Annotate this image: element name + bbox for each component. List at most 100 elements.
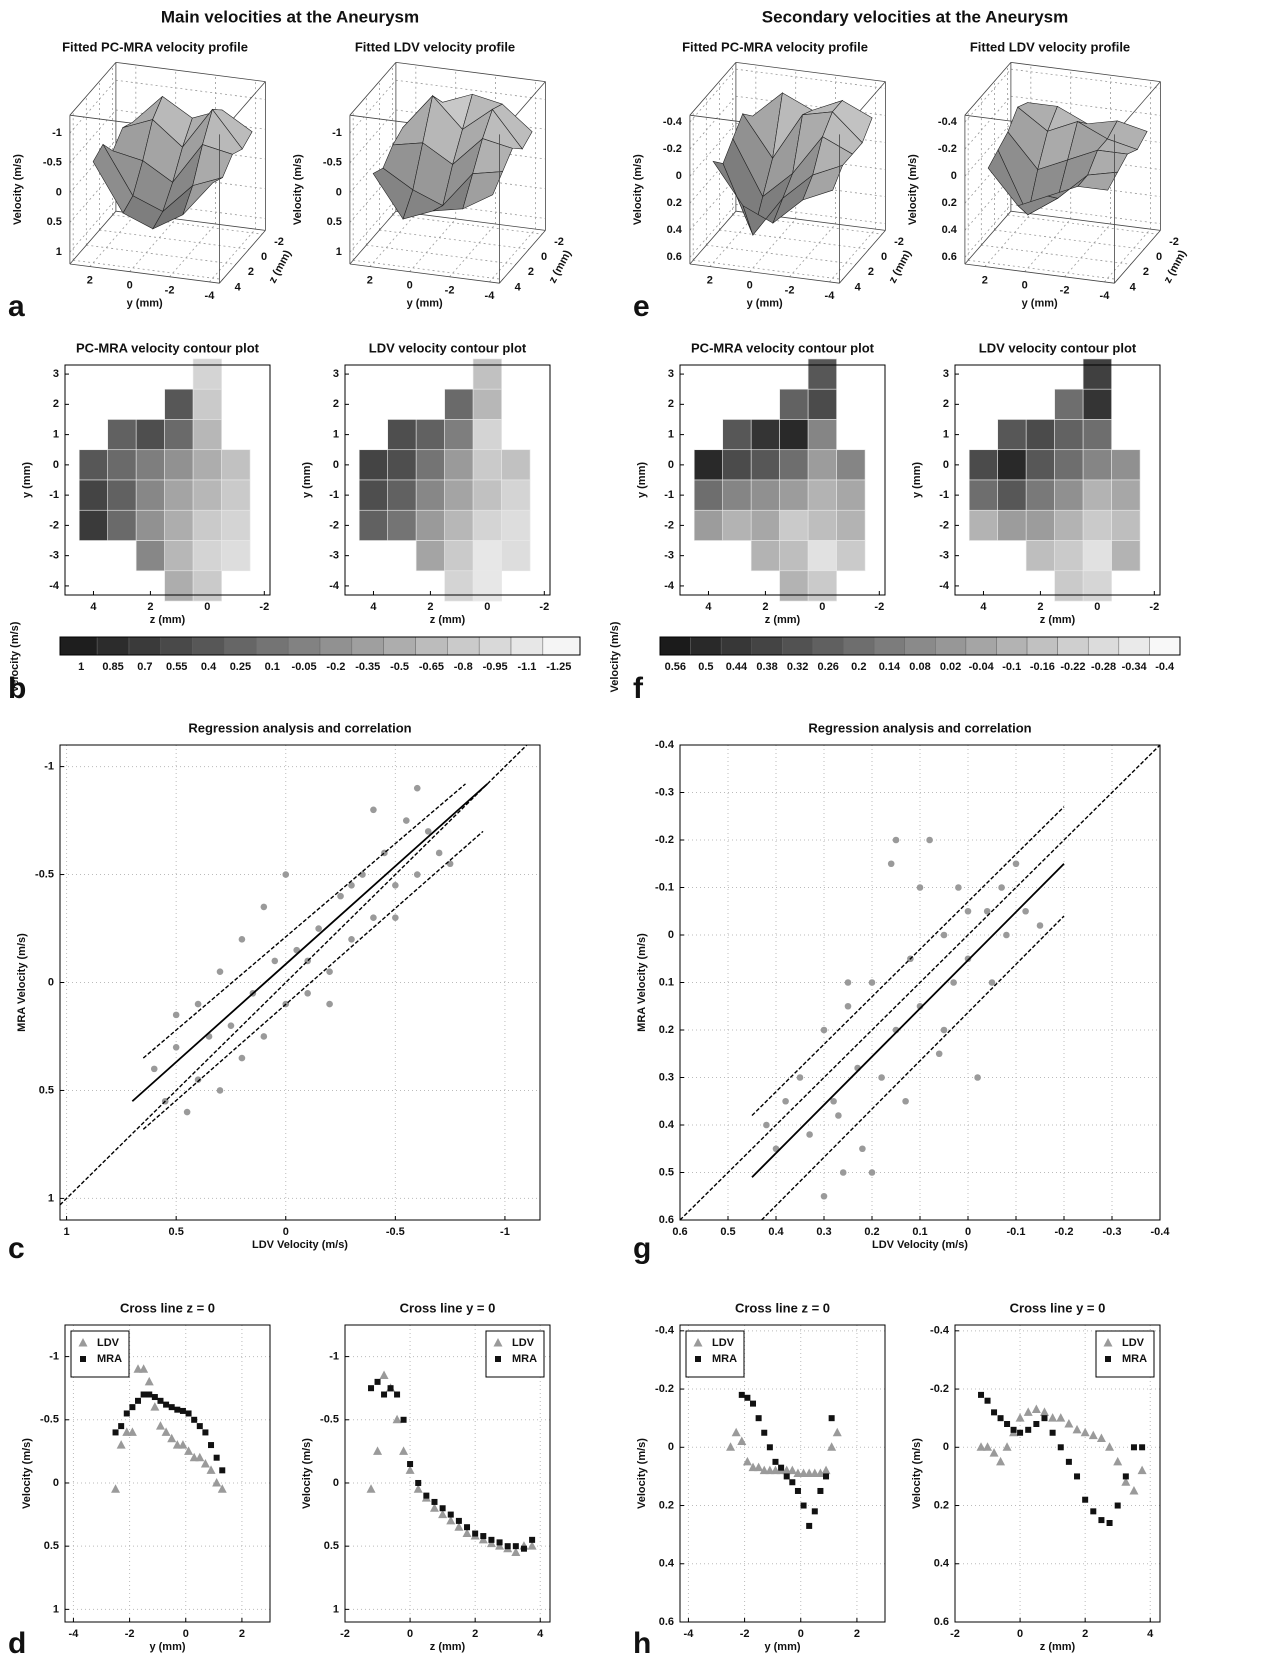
contour-cell <box>472 570 502 602</box>
y-tick-label: 1 <box>333 1603 339 1615</box>
surface-patch <box>182 177 223 215</box>
square-marker <box>464 1524 471 1531</box>
box-edge <box>349 263 500 284</box>
x-tick-label: 0 <box>1017 1628 1023 1640</box>
triangle-marker <box>1002 1442 1012 1451</box>
contour-cell <box>135 479 165 511</box>
grid-line <box>73 259 223 280</box>
panel-label: c <box>8 1232 25 1265</box>
y-tick-label: 0 <box>53 1477 59 1489</box>
y-tick-label: 0 <box>333 459 339 471</box>
x-tick-label: 0.6 <box>672 1226 687 1238</box>
z-tick-label: -1 <box>332 127 342 139</box>
contour-cell <box>192 388 222 420</box>
x-tick-label: -0.4 <box>1151 1226 1171 1238</box>
z-tick-label: 0 <box>336 186 342 198</box>
triangle-marker <box>495 1541 505 1550</box>
grid-line <box>349 109 397 164</box>
point <box>782 1097 789 1105</box>
x-tick-label: 0.5 <box>169 1226 184 1238</box>
z-tick-label: 0.4 <box>667 224 683 236</box>
contour-cell <box>472 540 502 572</box>
y-tick-label: 3 <box>943 368 949 380</box>
y-tick-label: 2 <box>943 398 949 410</box>
panel-label: h <box>633 1627 651 1660</box>
colorbar-block <box>996 636 1028 656</box>
point <box>835 1112 842 1119</box>
point <box>964 907 972 915</box>
triangle-marker <box>1121 1477 1131 1486</box>
square-marker <box>179 1407 186 1414</box>
y-tick-label: -1 <box>329 1351 339 1363</box>
colorbar-block <box>782 636 814 656</box>
legend-box <box>685 1330 745 1378</box>
square-marker <box>423 1492 430 1499</box>
contour-cell <box>807 419 837 451</box>
contour-cell <box>472 509 502 541</box>
y-tick-label: -3 <box>329 550 339 562</box>
colorbar-block <box>128 636 162 656</box>
y-tick-label: 2 <box>1143 266 1149 278</box>
contour-cell <box>779 509 809 541</box>
point <box>1003 931 1010 939</box>
contour-cell <box>807 388 837 420</box>
y-tick-label: 0 <box>541 251 547 263</box>
panel-label: e <box>633 290 650 323</box>
triangle-marker <box>511 1547 521 1556</box>
colorbar-tick-label: -0.28 <box>1091 661 1116 673</box>
colorbar-block <box>96 636 130 656</box>
line <box>142 783 466 1059</box>
square-marker <box>208 1442 215 1449</box>
grid-line <box>829 228 876 283</box>
point <box>998 884 1005 891</box>
plot-frame <box>954 1324 1161 1623</box>
contour-cell <box>1025 449 1055 481</box>
point <box>238 936 246 943</box>
x-axis-label: z (mm) <box>430 614 466 626</box>
grid-line <box>719 229 870 250</box>
triangle-marker <box>737 1436 747 1445</box>
triangle-marker <box>116 1440 126 1449</box>
contour-cell <box>1082 449 1112 481</box>
colorbar-block <box>1087 636 1120 656</box>
colorbar-tick-label: -0.22 <box>1060 661 1085 673</box>
grid-line <box>99 229 250 250</box>
contour-cell <box>192 540 222 572</box>
line <box>679 744 1161 1221</box>
contour-cell <box>107 419 137 451</box>
plot-frame <box>679 1324 886 1623</box>
x-axis-label: y (mm) <box>127 298 163 310</box>
line <box>131 783 488 1102</box>
y-tick-label: -0.4 <box>655 739 675 751</box>
contour-cell <box>807 479 837 511</box>
z-tick-label: -0.5 <box>43 157 62 169</box>
contour-cell <box>779 479 809 511</box>
colorbar-tick-label: 0.5 <box>698 661 713 673</box>
point <box>763 1121 770 1129</box>
y-tick-label: 1 <box>668 429 674 441</box>
x-tick-label: 0 <box>183 1628 189 1640</box>
square-marker <box>1122 1473 1129 1480</box>
square-marker <box>168 1404 175 1411</box>
square-marker <box>472 1530 479 1537</box>
contour-cell <box>750 419 780 451</box>
triangle-marker <box>754 1462 764 1472</box>
y-tick-label: 0.6 <box>659 1214 674 1226</box>
contour-cell <box>358 509 389 541</box>
y-tick-label: 2 <box>53 398 59 410</box>
triangle-marker <box>405 1465 415 1474</box>
triangle-marker <box>821 1465 831 1475</box>
grid-line <box>968 259 1118 280</box>
chart-title: Cross line y = 0 <box>400 1300 496 1315</box>
square-marker <box>381 1391 388 1398</box>
chart-title: LDV velocity contour plot <box>369 340 527 355</box>
contour-cell <box>415 479 445 511</box>
panel-label: g <box>633 1232 651 1265</box>
z-axis-label: Velocity (m/s) <box>12 154 24 225</box>
line <box>59 744 528 1206</box>
square-marker <box>146 1391 153 1398</box>
contour-cell <box>415 540 445 572</box>
chart-title: Fitted LDV velocity profile <box>970 39 1130 54</box>
triangle-marker <box>438 1509 448 1519</box>
point <box>988 979 996 986</box>
